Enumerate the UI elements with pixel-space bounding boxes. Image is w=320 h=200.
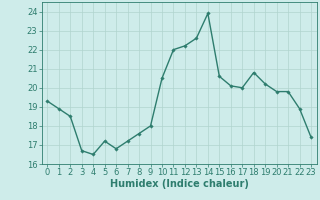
X-axis label: Humidex (Indice chaleur): Humidex (Indice chaleur) [110,179,249,189]
